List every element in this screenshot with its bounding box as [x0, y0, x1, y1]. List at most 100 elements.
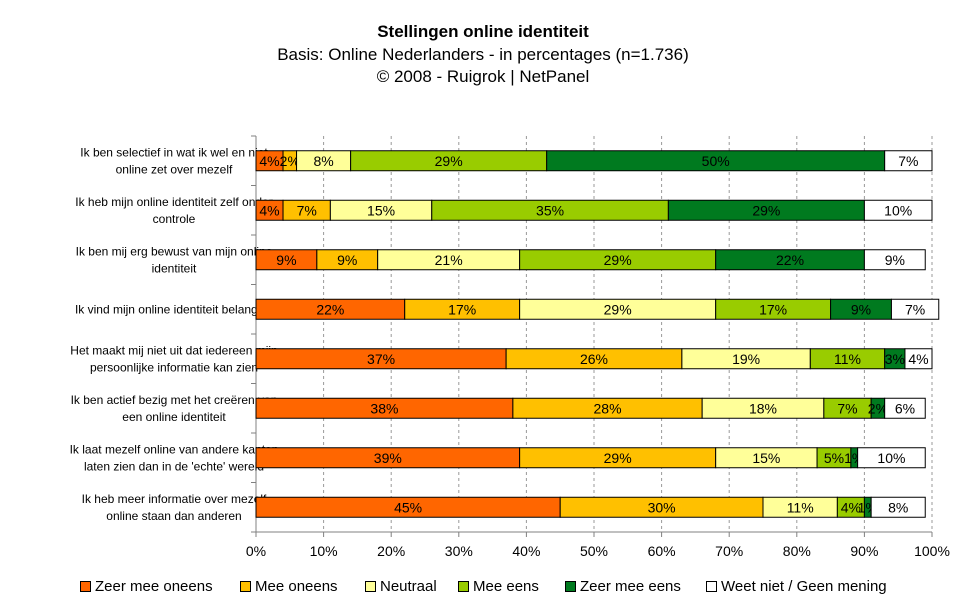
data-label: 29% — [435, 153, 463, 169]
legend-item: Mee oneens — [240, 578, 338, 595]
legend-swatch — [365, 581, 376, 592]
legend-item: Weet niet / Geen mening — [706, 578, 887, 595]
data-label: 29% — [604, 450, 632, 466]
legend-swatch — [565, 581, 576, 592]
data-label: 15% — [752, 450, 780, 466]
x-tick-label: 90% — [850, 543, 878, 559]
data-label: 37% — [367, 351, 395, 367]
data-label: 7% — [297, 202, 317, 218]
data-label: 7% — [898, 153, 918, 169]
x-tick-label: 70% — [715, 543, 743, 559]
data-label: 9% — [337, 252, 357, 268]
data-label: 4% — [841, 499, 861, 515]
bar-segment — [904, 348, 933, 370]
legend-label: Zeer mee oneens — [95, 578, 213, 595]
data-label: 29% — [604, 252, 632, 268]
data-label: 10% — [884, 202, 912, 218]
data-label: 11% — [787, 499, 814, 515]
bar-segment — [890, 298, 940, 320]
bar-segment — [870, 496, 926, 518]
category-label: Ik vind mijn online identiteit belangrij… — [75, 302, 274, 316]
x-tick-label: 20% — [377, 543, 405, 559]
data-label: 19% — [732, 351, 760, 367]
category-label: Ik ben mij erg bewust van mijn online — [76, 244, 273, 258]
data-label: 28% — [594, 400, 622, 416]
legend-label: Neutraal — [380, 578, 437, 595]
legend-label: Mee oneens — [255, 578, 338, 595]
data-label: 9% — [276, 252, 296, 268]
legend-swatch — [80, 581, 91, 592]
x-tick-label: 50% — [580, 543, 608, 559]
data-label: 50% — [702, 153, 730, 169]
bar-segment — [884, 150, 933, 172]
legend-item: Mee eens — [458, 578, 539, 595]
data-label: 18% — [749, 400, 777, 416]
x-tick-label: 0% — [246, 543, 266, 559]
category-label: Het maakt mij niet uit dat iedereen mijn — [70, 343, 277, 357]
data-label: 9% — [851, 301, 871, 317]
data-label: 4% — [259, 153, 279, 169]
data-label: 39% — [374, 450, 402, 466]
category-label: Ik laat mezelf online van andere kanten — [70, 442, 279, 456]
legend-label: Zeer mee eens — [580, 578, 681, 595]
data-label: 6% — [895, 400, 915, 416]
data-label: 17% — [448, 301, 476, 317]
data-label: 22% — [316, 301, 344, 317]
data-label: 29% — [604, 301, 632, 317]
legend-item: Zeer mee oneens — [80, 578, 213, 595]
data-label: 11% — [834, 351, 861, 367]
category-label: identiteit — [152, 261, 197, 275]
chart-subtitle: Basis: Online Nederlanders - in percenta… — [277, 45, 689, 64]
bar-segment — [863, 199, 933, 221]
x-tick-label: 100% — [914, 543, 950, 559]
legend-item: Zeer mee eens — [565, 578, 681, 595]
data-label: 15% — [367, 202, 395, 218]
chart-title-block: Stellingen online identiteit Basis: Onli… — [0, 20, 966, 88]
legend-swatch — [458, 581, 469, 592]
x-tick-label: 80% — [783, 543, 811, 559]
legend-item: Neutraal — [365, 578, 437, 595]
data-label: 7% — [837, 400, 857, 416]
legend-swatch — [240, 581, 251, 592]
data-label: 29% — [752, 202, 780, 218]
data-label: 22% — [776, 252, 804, 268]
data-label: 8% — [313, 153, 333, 169]
bar-segment — [884, 397, 926, 419]
x-tick-label: 10% — [310, 543, 338, 559]
category-label: Ik heb mijn online identiteit zelf onder — [75, 195, 272, 209]
data-label: 3% — [885, 351, 905, 367]
data-label: 26% — [580, 351, 608, 367]
data-label: 5% — [824, 450, 844, 466]
category-label: online staan dan anderen — [106, 509, 241, 523]
category-label: Ik ben actief bezig met het creëren van — [71, 393, 278, 407]
legend-swatch — [706, 581, 717, 592]
data-label: 35% — [536, 202, 564, 218]
category-label: controle — [153, 212, 196, 226]
bar-segment — [863, 249, 926, 271]
x-tick-label: 40% — [512, 543, 540, 559]
category-label: een online identiteit — [122, 410, 226, 424]
data-label: 45% — [394, 499, 422, 515]
chart-title: Stellingen online identiteit — [377, 22, 589, 41]
data-label: 2% — [868, 400, 888, 416]
data-label: 4% — [908, 351, 928, 367]
legend-label: Weet niet / Geen mening — [721, 578, 887, 595]
category-label: laten zien dan in de 'echte' wereld — [84, 459, 264, 473]
category-label: Ik ben selectief in wat ik wel en niet — [80, 145, 268, 159]
data-label: 2% — [280, 153, 300, 169]
bar-segment — [857, 447, 926, 469]
data-label: 4% — [259, 202, 279, 218]
data-label: 17% — [759, 301, 787, 317]
data-label: 38% — [370, 400, 398, 416]
legend-label: Mee eens — [473, 578, 539, 595]
chart-source: © 2008 - Ruigrok | NetPanel — [376, 67, 590, 86]
category-label: persoonlijke informatie kan zien — [90, 360, 258, 374]
data-label: 7% — [905, 301, 925, 317]
data-label: 10% — [877, 450, 905, 466]
x-tick-label: 30% — [445, 543, 473, 559]
chart-legend: Zeer mee oneens Mee oneens Neutraal Mee een… — [0, 578, 966, 600]
category-label: Ik heb meer informatie over mezelf — [82, 492, 267, 506]
x-tick-label: 60% — [648, 543, 676, 559]
data-label: 21% — [435, 252, 463, 268]
